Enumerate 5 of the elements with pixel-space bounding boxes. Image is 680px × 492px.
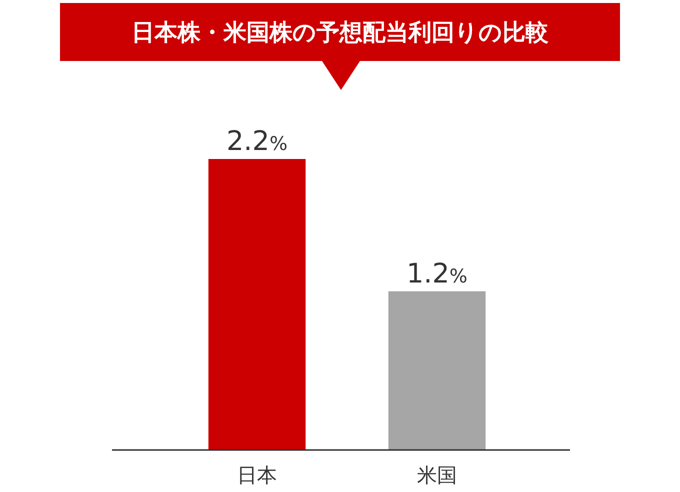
x-tick-label: 日本 (237, 463, 278, 487)
x-tick-label: 米国 (416, 463, 457, 487)
data-label: 1.2% (406, 258, 468, 290)
data-label: 2.2% (226, 126, 288, 157)
chart-title: 日本株・米国株の予想配当利回りの比較 (132, 20, 550, 46)
